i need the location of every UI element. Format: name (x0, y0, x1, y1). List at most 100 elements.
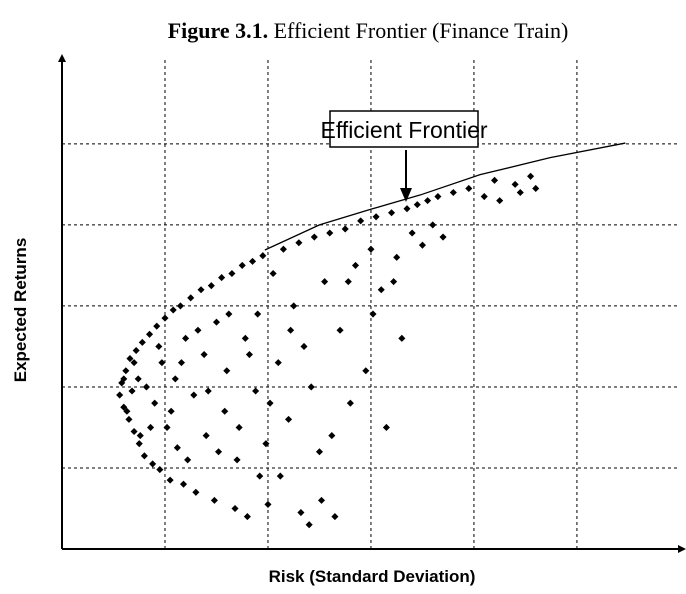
point (210, 496, 218, 504)
point (305, 521, 313, 529)
point (151, 399, 159, 407)
point (146, 330, 154, 338)
point (297, 509, 305, 517)
point (326, 229, 334, 237)
point (357, 217, 365, 225)
point (166, 476, 174, 484)
point (465, 184, 473, 192)
point (408, 229, 416, 237)
point (153, 322, 161, 330)
point (429, 221, 437, 229)
figure-label: Figure 3.1. (168, 18, 268, 43)
point (171, 375, 179, 383)
point (142, 383, 150, 391)
point (221, 407, 229, 415)
point (167, 407, 175, 415)
point (274, 359, 282, 367)
y-axis-arrow (58, 54, 66, 62)
point (158, 359, 166, 367)
point (228, 269, 236, 278)
point (233, 456, 241, 464)
point (192, 488, 200, 496)
point (190, 391, 198, 399)
point (136, 432, 144, 440)
point (403, 205, 411, 213)
point (276, 472, 284, 480)
point (135, 440, 143, 448)
point (259, 252, 267, 260)
point (116, 391, 124, 399)
point (336, 326, 344, 334)
point (369, 310, 377, 318)
point (351, 261, 360, 269)
point (480, 193, 488, 201)
point (202, 432, 210, 440)
point (344, 278, 352, 286)
point (424, 197, 432, 205)
point (197, 286, 205, 294)
point (130, 427, 138, 436)
point (252, 387, 260, 395)
point (449, 188, 457, 197)
point (215, 448, 223, 456)
annotation: Efficient Frontier (320, 117, 487, 143)
point (134, 375, 142, 383)
point (218, 274, 226, 282)
point (179, 480, 188, 488)
point (122, 367, 130, 375)
point (279, 245, 287, 253)
point (140, 452, 148, 460)
point (310, 233, 318, 241)
point (200, 351, 208, 359)
point (187, 294, 195, 302)
frontier-line (264, 142, 626, 251)
point (173, 444, 181, 452)
point (300, 342, 308, 350)
point (413, 201, 421, 209)
point (132, 346, 140, 355)
point (321, 278, 329, 286)
y-axis-label: Expected Returns (11, 238, 30, 383)
point (243, 513, 251, 521)
point (163, 423, 171, 432)
point (212, 318, 221, 326)
point (287, 326, 295, 334)
chart-title: Figure 3.1. Efficient Frontier (Finance … (168, 18, 569, 43)
point (126, 355, 134, 363)
point (245, 351, 253, 359)
point (256, 472, 264, 480)
point (341, 225, 349, 233)
point (161, 314, 169, 322)
point (346, 399, 354, 407)
point (372, 213, 380, 221)
point (176, 302, 184, 310)
point (307, 383, 315, 391)
point (156, 466, 164, 474)
point (328, 432, 336, 440)
point (390, 278, 398, 286)
point (527, 172, 535, 180)
point (496, 197, 504, 205)
point (147, 423, 155, 432)
point (398, 334, 406, 342)
point (149, 460, 157, 468)
point (177, 359, 185, 367)
point (295, 239, 303, 247)
point (285, 415, 293, 423)
point (393, 253, 401, 261)
annotation-arrowhead (400, 188, 412, 202)
point (207, 282, 215, 290)
point (511, 180, 519, 188)
point (231, 504, 239, 513)
point (130, 359, 138, 367)
point (254, 310, 262, 318)
point (315, 448, 323, 456)
point (382, 423, 390, 432)
point (125, 415, 133, 423)
point (367, 245, 375, 253)
point (290, 302, 298, 310)
point (439, 233, 447, 241)
point (434, 193, 442, 201)
point (123, 407, 131, 415)
